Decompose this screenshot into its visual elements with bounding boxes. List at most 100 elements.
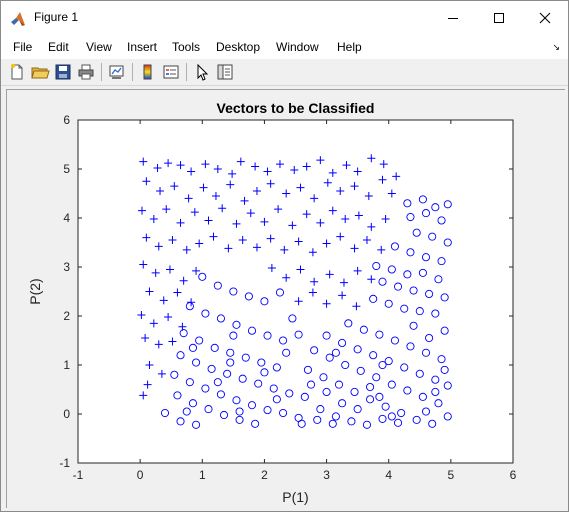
plus-marker: [154, 242, 163, 251]
menu-dock-arrow-icon[interactable]: ↘: [552, 42, 560, 52]
circle-marker: [366, 395, 375, 404]
circle-marker: [269, 384, 278, 393]
circle-marker: [421, 253, 431, 262]
plus-marker: [176, 218, 185, 227]
circle-marker: [387, 265, 396, 274]
circle-marker: [378, 414, 387, 423]
menu-help[interactable]: Help: [337, 40, 362, 54]
menu-edit[interactable]: Edit: [48, 40, 69, 54]
circle-marker: [428, 419, 437, 428]
circle-marker: [341, 360, 350, 370]
circle-marker: [362, 420, 372, 429]
plus-marker: [149, 319, 158, 328]
print-icon[interactable]: [76, 62, 96, 82]
circle-marker: [353, 405, 362, 414]
circle-marker: [297, 419, 306, 428]
circle-marker: [384, 357, 393, 366]
plus-marker: [294, 237, 303, 246]
circle-marker: [288, 314, 297, 323]
plus-marker: [387, 189, 396, 198]
circle-marker: [300, 392, 309, 401]
axis-ticks: -1 0 1 2 3 4 5 6 -1 0 1 2 3 4 5 6: [59, 113, 516, 482]
plus-marker: [367, 222, 376, 231]
close-button[interactable]: [522, 1, 568, 35]
plus-marker: [149, 214, 158, 223]
plus-marker: [184, 194, 193, 203]
circle-marker: [244, 292, 253, 301]
plus-marker: [164, 312, 173, 321]
link-plot-icon[interactable]: [107, 62, 127, 82]
insert-legend-icon[interactable]: [161, 62, 181, 82]
plus-marker: [325, 270, 334, 279]
maximize-button[interactable]: [476, 1, 522, 35]
circle-marker: [353, 345, 362, 354]
plus-marker: [224, 244, 233, 253]
circle-marker: [229, 331, 238, 340]
x-tick-label: 0: [137, 468, 144, 482]
plus-marker: [168, 236, 177, 245]
menu-insert[interactable]: Insert: [127, 40, 158, 54]
circle-marker: [272, 363, 281, 372]
plus-marker: [162, 205, 171, 214]
circle-marker: [431, 387, 440, 397]
plus-marker: [199, 183, 208, 192]
title-bar[interactable]: Figure 1: [1, 1, 568, 35]
plus-marker: [338, 291, 347, 300]
edit-plot-icon[interactable]: [192, 62, 212, 82]
plus-marker: [308, 248, 317, 257]
circle-marker: [232, 396, 241, 405]
menu-view[interactable]: View: [86, 40, 112, 54]
circle-marker: [415, 307, 424, 316]
plus-marker: [350, 244, 359, 253]
plus-marker: [246, 209, 255, 218]
plus-marker: [336, 187, 345, 196]
menu-tools[interactable]: Tools: [172, 40, 201, 54]
plus-marker: [138, 206, 147, 215]
plus-marker: [173, 288, 182, 297]
y-tick-label: 3: [63, 260, 70, 274]
plus-marker: [310, 194, 319, 203]
menu-window[interactable]: Window: [276, 40, 319, 54]
circle-marker: [322, 331, 331, 340]
minimize-icon: [448, 18, 458, 19]
circle-marker: [192, 358, 201, 367]
circle-marker: [421, 209, 431, 218]
plus-marker: [192, 266, 201, 275]
plus-marker: [328, 168, 337, 177]
plus-marker: [341, 214, 350, 223]
circle-marker: [331, 412, 340, 421]
insert-colorbar-icon[interactable]: [138, 62, 158, 82]
menu-desktop[interactable]: Desktop: [216, 40, 261, 54]
circle-marker: [425, 333, 434, 343]
menu-file[interactable]: File: [13, 40, 33, 54]
circle-marker: [226, 358, 235, 367]
plus-marker: [294, 297, 303, 306]
plus-marker: [310, 277, 319, 286]
circle-marker: [313, 415, 322, 424]
new-figure-icon[interactable]: [7, 62, 27, 82]
plus-marker: [379, 160, 388, 169]
plus-marker: [139, 157, 148, 166]
plus-marker: [392, 172, 401, 181]
circle-marker: [350, 387, 359, 397]
plus-marker: [252, 187, 261, 196]
figure-toolbar: [1, 59, 568, 86]
plus-marker: [179, 276, 188, 285]
scatter-plot[interactable]: -1 0 1 2 3 4 5 6 -1 0 1 2 3 4 5 6 Vectors to be Classif…: [7, 90, 565, 508]
plus-marker: [141, 334, 150, 343]
plus-marker: [182, 245, 191, 254]
property-inspector-icon[interactable]: [215, 62, 235, 82]
circle-marker: [378, 360, 387, 370]
plus-marker: [137, 311, 146, 320]
minimize-button[interactable]: [430, 1, 476, 35]
circle-marker: [421, 348, 431, 357]
save-icon[interactable]: [53, 62, 73, 82]
x-tick-label: 5: [448, 468, 455, 482]
toolbar-separator: [186, 63, 187, 81]
plus-marker: [164, 159, 173, 168]
open-file-icon[interactable]: [30, 62, 50, 82]
circle-marker: [378, 277, 387, 286]
plus-marker: [352, 302, 361, 311]
circle-marker: [359, 325, 368, 334]
plus-marker: [282, 273, 291, 282]
